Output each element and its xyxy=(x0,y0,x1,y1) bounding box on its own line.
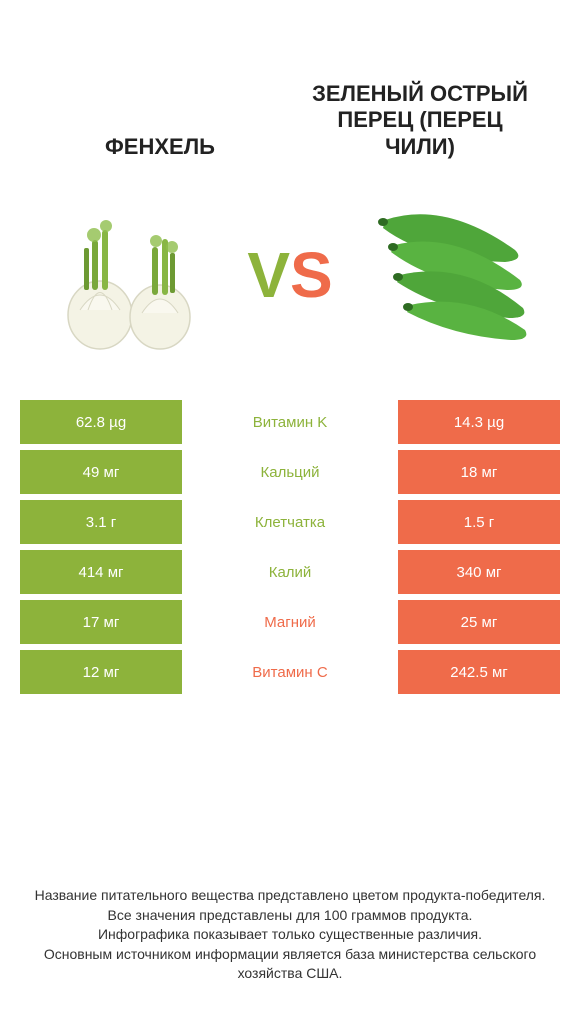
footer-line-1: Название питательного вещества представл… xyxy=(30,886,550,906)
footer-line-2: Все значения представлены для 100 граммо… xyxy=(30,906,550,926)
table-row: 62.8 µgВитамин K14.3 µg xyxy=(20,400,560,444)
left-value: 49 мг xyxy=(20,450,182,494)
right-value: 14.3 µg xyxy=(398,400,560,444)
table-row: 414 мгКалий340 мг xyxy=(20,550,560,594)
chili-image xyxy=(350,185,550,365)
nutrient-label: Магний xyxy=(182,600,398,644)
right-value: 1.5 г xyxy=(398,500,560,544)
right-value: 340 мг xyxy=(398,550,560,594)
images-row: VS xyxy=(0,170,580,390)
right-value: 25 мг xyxy=(398,600,560,644)
nutrient-table: 62.8 µgВитамин K14.3 µg 49 мгКальций18 мг… xyxy=(20,400,560,694)
left-value: 12 мг xyxy=(20,650,182,694)
table-row: 12 мгВитамин C242.5 мг xyxy=(20,650,560,694)
left-value: 62.8 µg xyxy=(20,400,182,444)
right-value: 242.5 мг xyxy=(398,650,560,694)
table-row: 3.1 гКлетчатка1.5 г xyxy=(20,500,560,544)
header-left: ФЕНХЕЛЬ xyxy=(40,134,280,160)
nutrient-label: Витамин K xyxy=(182,400,398,444)
vs-label: VS xyxy=(247,243,332,307)
fennel-image xyxy=(30,185,230,365)
footer-line-3: Инфографика показывает только существенн… xyxy=(30,925,550,945)
footer: Название питательного вещества представл… xyxy=(0,886,580,984)
vs-v: V xyxy=(247,243,290,307)
header: ФЕНХЕЛЬ ЗЕЛЕНЫЙ ОСТРЫЙ ПЕРЕЦ (ПЕРЕЦ ЧИЛИ… xyxy=(0,0,580,170)
table-row: 49 мгКальций18 мг xyxy=(20,450,560,494)
left-title: ФЕНХЕЛЬ xyxy=(40,134,280,160)
left-value: 414 мг xyxy=(20,550,182,594)
nutrient-label: Витамин C xyxy=(182,650,398,694)
footer-line-4: Основным источником информации является … xyxy=(30,945,550,984)
nutrient-label: Кальций xyxy=(182,450,398,494)
right-value: 18 мг xyxy=(398,450,560,494)
left-value: 17 мг xyxy=(20,600,182,644)
left-value: 3.1 г xyxy=(20,500,182,544)
header-right: ЗЕЛЕНЫЙ ОСТРЫЙ ПЕРЕЦ (ПЕРЕЦ ЧИЛИ) xyxy=(300,81,540,160)
nutrient-label: Клетчатка xyxy=(182,500,398,544)
nutrient-label: Калий xyxy=(182,550,398,594)
table-row: 17 мгМагний25 мг xyxy=(20,600,560,644)
vs-s: S xyxy=(290,243,333,307)
right-title: ЗЕЛЕНЫЙ ОСТРЫЙ ПЕРЕЦ (ПЕРЕЦ ЧИЛИ) xyxy=(300,81,540,160)
